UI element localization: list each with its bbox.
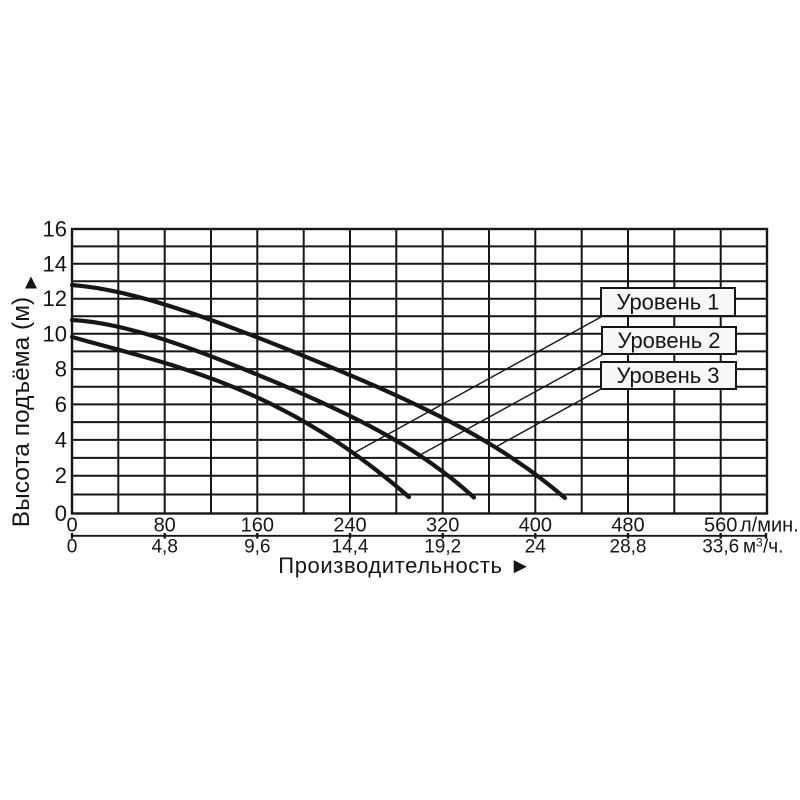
svg-text:80: 80	[154, 515, 176, 537]
svg-text:0: 0	[66, 515, 77, 537]
svg-text:19,2: 19,2	[424, 537, 461, 558]
svg-text:Уровень 1: Уровень 1	[616, 290, 719, 315]
svg-text:10: 10	[43, 321, 67, 346]
svg-text:12: 12	[43, 286, 67, 311]
svg-text:/ч.: /ч.	[763, 537, 783, 558]
svg-text:320: 320	[426, 515, 459, 537]
svg-text:240: 240	[333, 515, 366, 537]
svg-text:6: 6	[55, 392, 67, 417]
svg-text:14: 14	[43, 251, 67, 276]
svg-text:Высота подъёма (м): Высота подъёма (м)	[8, 297, 35, 527]
svg-text:Уровень 2: Уровень 2	[617, 328, 720, 353]
svg-text:160: 160	[241, 515, 274, 537]
svg-text:0: 0	[67, 537, 78, 558]
svg-text:24: 24	[525, 537, 547, 558]
svg-text:3: 3	[756, 536, 763, 550]
svg-text:9,6: 9,6	[244, 537, 270, 558]
svg-text:л/мин.: л/мин.	[740, 515, 799, 537]
svg-text:4: 4	[55, 427, 67, 452]
svg-text:28,8: 28,8	[610, 537, 647, 558]
svg-text:400: 400	[519, 515, 552, 537]
svg-text:0: 0	[55, 501, 67, 526]
svg-text:Уровень 3: Уровень 3	[616, 363, 719, 388]
svg-text:14,4: 14,4	[332, 537, 369, 558]
svg-text:8: 8	[55, 357, 67, 382]
svg-text:4,8: 4,8	[151, 537, 177, 558]
svg-text:480: 480	[611, 515, 644, 537]
svg-text:Производительность ►: Производительность ►	[278, 553, 531, 578]
svg-text:33,6: 33,6	[702, 537, 739, 558]
svg-text:м: м	[743, 537, 756, 558]
svg-text:16: 16	[43, 217, 67, 242]
svg-text:560: 560	[704, 515, 737, 537]
svg-text:2: 2	[55, 463, 67, 488]
